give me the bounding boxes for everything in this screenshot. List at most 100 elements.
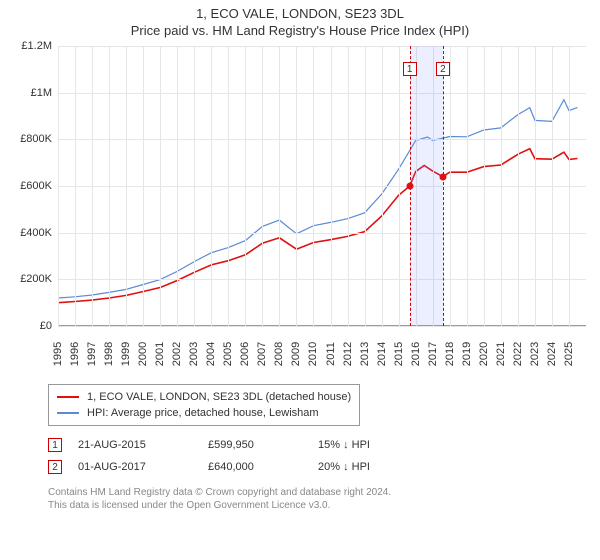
x-gridline: [450, 46, 451, 326]
x-gridline: [194, 46, 195, 326]
legend-label-price-paid: 1, ECO VALE, LONDON, SE23 3DL (detached …: [87, 389, 351, 405]
x-gridline: [365, 46, 366, 326]
x-gridline: [228, 46, 229, 326]
x-gridline: [262, 46, 263, 326]
y-tick-label: £0: [10, 320, 52, 332]
y-gridline: [58, 186, 586, 187]
footer-attribution: Contains HM Land Registry data © Crown c…: [48, 486, 590, 512]
sales-hpi-delta-1: 15% ↓ HPI: [318, 439, 428, 451]
x-tick-label: 2004: [205, 334, 217, 374]
y-gridline: [58, 139, 586, 140]
x-tick-label: 2007: [256, 334, 268, 374]
x-tick-label: 2000: [137, 334, 149, 374]
x-gridline: [484, 46, 485, 326]
x-tick-label: 2017: [427, 334, 439, 374]
sales-row: 2 01-AUG-2017 £640,000 20% ↓ HPI: [48, 456, 590, 478]
x-tick-label: 2025: [563, 334, 575, 374]
x-tick-label: 2005: [222, 334, 234, 374]
x-gridline: [75, 46, 76, 326]
x-gridline: [211, 46, 212, 326]
x-tick-label: 2021: [495, 334, 507, 374]
x-tick-label: 2023: [529, 334, 541, 374]
x-gridline: [58, 46, 59, 326]
y-gridline: [58, 326, 586, 327]
x-tick-label: 2020: [478, 334, 490, 374]
footer-line-2: This data is licensed under the Open Gov…: [48, 499, 590, 512]
sales-table: 1 21-AUG-2015 £599,950 15% ↓ HPI 2 01-AU…: [48, 434, 590, 478]
y-gridline: [58, 279, 586, 280]
x-tick-label: 1997: [86, 334, 98, 374]
sales-date-1: 21-AUG-2015: [78, 439, 208, 451]
x-gridline: [177, 46, 178, 326]
x-tick-label: 2008: [273, 334, 285, 374]
x-tick-label: 2022: [512, 334, 524, 374]
x-tick-label: 2003: [188, 334, 200, 374]
x-gridline: [569, 46, 570, 326]
title-line-1: 1, ECO VALE, LONDON, SE23 3DL: [0, 6, 600, 21]
x-gridline: [143, 46, 144, 326]
x-tick-label: 1998: [103, 334, 115, 374]
x-tick-label: 2010: [307, 334, 319, 374]
x-gridline: [126, 46, 127, 326]
x-tick-label: 2002: [171, 334, 183, 374]
x-gridline: [501, 46, 502, 326]
legend-swatch-price-paid: [57, 396, 79, 398]
legend-row-price-paid: 1, ECO VALE, LONDON, SE23 3DL (detached …: [57, 389, 351, 405]
highlight-band: [410, 46, 443, 326]
x-gridline: [382, 46, 383, 326]
footer-line-1: Contains HM Land Registry data © Crown c…: [48, 486, 590, 499]
x-tick-label: 2006: [239, 334, 251, 374]
x-gridline: [296, 46, 297, 326]
sale-dot: [406, 183, 413, 190]
x-gridline: [245, 46, 246, 326]
x-tick-label: 2012: [342, 334, 354, 374]
vertical-marker-box: 2: [436, 62, 450, 76]
sales-price-1: £599,950: [208, 439, 318, 451]
y-tick-label: £600K: [10, 180, 52, 192]
title-line-2: Price paid vs. HM Land Registry's House …: [0, 23, 600, 38]
legend: 1, ECO VALE, LONDON, SE23 3DL (detached …: [48, 384, 360, 426]
x-gridline: [518, 46, 519, 326]
x-tick-label: 2016: [410, 334, 422, 374]
y-gridline: [58, 46, 586, 47]
x-gridline: [399, 46, 400, 326]
sales-hpi-delta-2: 20% ↓ HPI: [318, 461, 428, 473]
x-tick-label: 2011: [325, 334, 337, 374]
vertical-marker-box: 1: [403, 62, 417, 76]
x-gridline: [160, 46, 161, 326]
x-tick-label: 2001: [154, 334, 166, 374]
chart-title-block: 1, ECO VALE, LONDON, SE23 3DL Price paid…: [0, 0, 600, 38]
x-gridline: [552, 46, 553, 326]
x-tick-label: 2019: [461, 334, 473, 374]
x-tick-label: 2015: [393, 334, 405, 374]
x-gridline: [92, 46, 93, 326]
x-gridline: [467, 46, 468, 326]
chart-area: £0£200K£400K£600K£800K£1M£1.2M1995199619…: [10, 46, 590, 378]
y-tick-label: £1M: [10, 87, 52, 99]
x-gridline: [279, 46, 280, 326]
y-tick-label: £200K: [10, 273, 52, 285]
y-tick-label: £400K: [10, 227, 52, 239]
sales-marker-2: 2: [48, 460, 62, 474]
x-gridline: [535, 46, 536, 326]
legend-row-hpi: HPI: Average price, detached house, Lewi…: [57, 405, 351, 421]
y-tick-label: £800K: [10, 133, 52, 145]
x-gridline: [348, 46, 349, 326]
series-line-hpi: [58, 100, 578, 298]
legend-swatch-hpi: [57, 412, 79, 414]
sales-price-2: £640,000: [208, 461, 318, 473]
x-tick-label: 2014: [376, 334, 388, 374]
y-gridline: [58, 233, 586, 234]
legend-label-hpi: HPI: Average price, detached house, Lewi…: [87, 405, 319, 421]
y-gridline: [58, 93, 586, 94]
sales-date-2: 01-AUG-2017: [78, 461, 208, 473]
x-tick-label: 1996: [69, 334, 81, 374]
x-gridline: [313, 46, 314, 326]
vertical-marker-line: [443, 46, 444, 326]
x-tick-label: 1999: [120, 334, 132, 374]
x-tick-label: 2009: [290, 334, 302, 374]
x-gridline: [331, 46, 332, 326]
x-tick-label: 2018: [444, 334, 456, 374]
x-tick-label: 2013: [359, 334, 371, 374]
sales-marker-1: 1: [48, 438, 62, 452]
